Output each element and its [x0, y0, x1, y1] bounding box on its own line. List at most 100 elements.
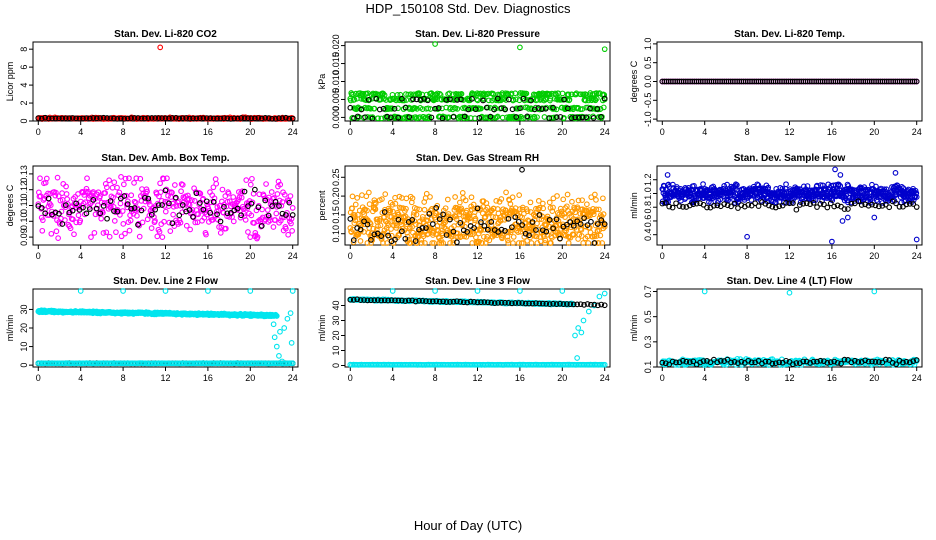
- data-point: [133, 175, 140, 182]
- data-point: [483, 104, 490, 111]
- data-point: [53, 228, 60, 235]
- data-point: [159, 202, 165, 208]
- data-point: [588, 194, 595, 201]
- data-point: [734, 182, 740, 188]
- x-tick-label: 8: [433, 373, 438, 383]
- data-point: [124, 115, 131, 122]
- data-point: [173, 203, 180, 209]
- data-point: [157, 189, 164, 196]
- data-point: [384, 229, 391, 236]
- data-point: [107, 204, 114, 210]
- panel-title: Stan. Dev. Li-820 CO2: [114, 29, 217, 40]
- data-point: [214, 211, 220, 218]
- data-point: [213, 180, 220, 187]
- data-point: [593, 206, 600, 213]
- data-point: [75, 212, 82, 219]
- x-tick-label: 16: [203, 251, 213, 261]
- data-point: [119, 208, 126, 214]
- panel-title: Stan. Dev. Li-820 Pressure: [415, 29, 540, 40]
- data-point: [217, 230, 224, 236]
- data-point: [528, 240, 535, 246]
- data-point: [368, 236, 374, 243]
- y-axis-label: ml/min: [5, 315, 15, 342]
- data-point: [37, 175, 43, 182]
- data-point: [432, 41, 438, 47]
- data-point: [349, 193, 356, 200]
- data-point: [547, 240, 554, 246]
- data-point: [368, 240, 374, 246]
- data-point: [579, 114, 586, 121]
- x-tick-label: 8: [121, 373, 126, 383]
- data-point: [583, 207, 589, 214]
- data-point: [56, 220, 63, 227]
- data-point: [177, 202, 183, 209]
- data-point: [214, 115, 220, 122]
- data-point: [559, 90, 566, 97]
- y-tick-label: 0.13: [19, 165, 29, 183]
- data-point: [492, 214, 499, 221]
- data-point: [449, 229, 456, 236]
- data-point: [519, 166, 525, 173]
- data-point: [145, 115, 152, 122]
- data-point: [508, 90, 515, 97]
- data-point: [252, 186, 258, 193]
- data-point: [203, 231, 209, 238]
- data-point: [138, 115, 145, 122]
- data-point: [35, 201, 42, 208]
- data-point: [142, 195, 148, 201]
- data-point: [127, 217, 134, 224]
- data-point: [486, 237, 493, 244]
- data-point: [542, 237, 549, 244]
- data-point: [419, 225, 426, 231]
- y-tick-label: 1.2: [643, 173, 653, 186]
- data-point: [585, 240, 592, 246]
- data-point: [241, 188, 248, 195]
- data-point: [543, 228, 550, 235]
- data-point: [73, 115, 79, 122]
- data-point: [381, 209, 388, 215]
- data-point: [224, 115, 231, 122]
- data-point: [282, 114, 289, 121]
- x-tick-label: 0: [36, 127, 41, 137]
- data-point: [100, 114, 107, 121]
- data-point: [187, 226, 193, 233]
- data-point: [234, 205, 241, 212]
- x-tick-label: 4: [390, 251, 395, 261]
- x-tick-label: 0: [660, 127, 665, 137]
- data-point: [581, 215, 587, 222]
- data-point: [569, 198, 575, 205]
- x-tick-label: 12: [472, 127, 482, 137]
- data-point: [892, 170, 899, 176]
- data-point: [454, 106, 461, 112]
- data-point: [560, 196, 567, 203]
- data-point: [35, 115, 42, 121]
- data-point: [536, 204, 543, 211]
- data-point: [47, 202, 54, 209]
- data-point: [375, 223, 381, 229]
- data-point: [49, 115, 55, 122]
- data-point: [210, 198, 217, 205]
- data-point: [364, 221, 371, 228]
- data-point: [524, 238, 531, 244]
- y-tick-label: 30: [19, 304, 29, 314]
- data-point: [442, 114, 449, 120]
- data-point: [446, 96, 453, 103]
- data-point: [473, 239, 480, 246]
- data-point: [471, 225, 477, 231]
- data-point: [407, 240, 414, 246]
- data-point: [670, 181, 676, 188]
- data-point: [286, 215, 293, 222]
- data-point: [454, 239, 460, 246]
- data-point: [73, 200, 79, 207]
- data-point: [395, 216, 402, 223]
- data-point: [217, 218, 224, 225]
- x-tick-label: 20: [557, 251, 567, 261]
- data-point: [289, 228, 295, 234]
- data-point: [272, 217, 278, 223]
- data-point: [539, 200, 546, 207]
- data-point: [431, 240, 437, 246]
- data-point: [143, 186, 150, 193]
- data-point: [844, 214, 851, 221]
- data-point: [135, 115, 141, 121]
- data-point: [399, 95, 405, 102]
